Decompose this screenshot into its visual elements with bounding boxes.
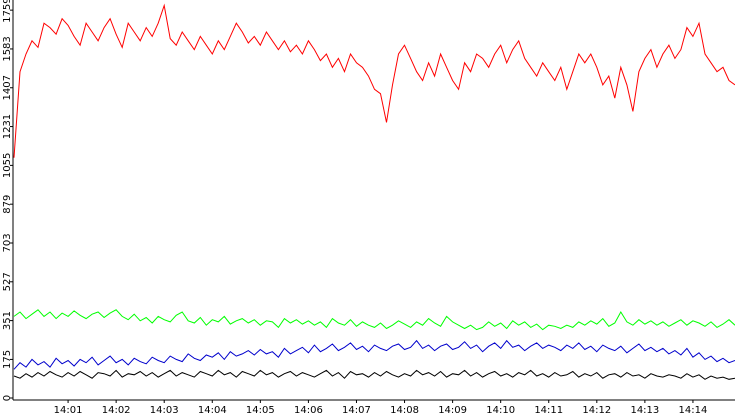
y-tick-label: 1407 xyxy=(2,75,13,100)
y-tick-label: 1583 xyxy=(2,36,13,61)
y-tick-label: 1759 xyxy=(2,0,13,23)
y-tick-label: 0 xyxy=(2,395,13,401)
x-tick-label: 14:13 xyxy=(630,405,659,415)
x-tick-label: 14:01 xyxy=(54,405,83,415)
y-tick-label: 879 xyxy=(2,195,13,214)
y-tick-label: 351 xyxy=(2,311,13,330)
x-tick-label: 14:14 xyxy=(679,405,708,415)
x-tick-label: 14:07 xyxy=(342,405,371,415)
series-line xyxy=(13,3,735,158)
y-tick-label: 703 xyxy=(2,233,13,252)
y-tick-label: 175 xyxy=(2,350,13,369)
y-tick-label: 1231 xyxy=(2,114,13,139)
x-tick-label: 14:02 xyxy=(102,405,131,415)
x-tick-label: 14:11 xyxy=(534,405,563,415)
x-tick-label: 14:09 xyxy=(438,405,467,415)
series-line xyxy=(13,339,735,370)
y-tick-label: 1055 xyxy=(2,153,13,178)
x-tick-label: 14:05 xyxy=(246,405,275,415)
x-tick-label: 14:04 xyxy=(198,405,227,415)
x-tick-label: 14:12 xyxy=(582,405,611,415)
series-line xyxy=(13,369,735,380)
y-tick-label: 527 xyxy=(2,272,13,291)
x-tick-label: 14:06 xyxy=(294,405,323,415)
x-tick-label: 14:10 xyxy=(486,405,515,415)
x-tick-label: 14:03 xyxy=(150,405,179,415)
x-tick-label: 14:08 xyxy=(390,405,419,415)
series-line xyxy=(13,309,735,331)
